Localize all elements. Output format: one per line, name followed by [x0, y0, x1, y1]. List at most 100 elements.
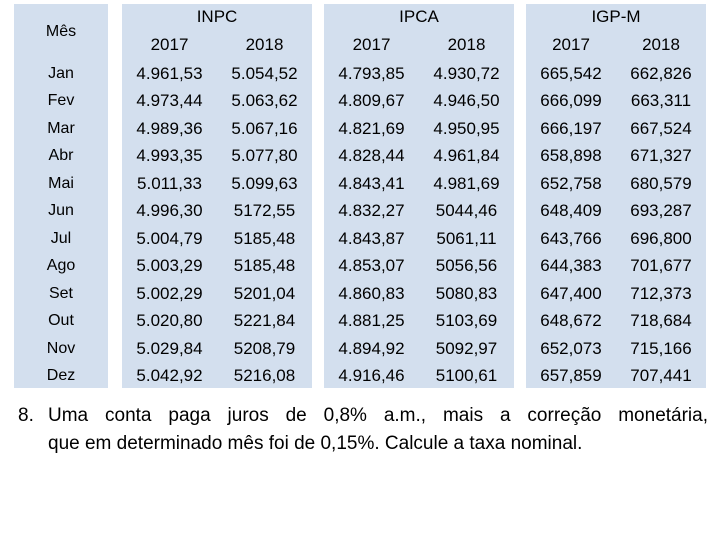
- value-cell: 4.961,84: [433, 146, 500, 166]
- value-row: 5.042,92 5216,08: [122, 363, 312, 391]
- value-row: 657,859 707,441: [526, 363, 706, 391]
- value-row: 5.004,79 5185,48: [122, 225, 312, 253]
- value-cell: 4.821,69: [338, 118, 405, 138]
- igpm-column-group: IGP-M 2017 2018 665,542 662,826 666,099 663,31…: [526, 4, 706, 388]
- value-row: 4.996,30 5172,55: [122, 198, 312, 226]
- value-cell: 5.004,79: [136, 228, 203, 248]
- year-header-row: 2017 2018: [324, 30, 514, 60]
- value-cell: 5.054,52: [231, 63, 298, 83]
- value-row: 4.843,87 5061,11: [324, 225, 514, 253]
- value-row: 5.002,29 5201,04: [122, 280, 312, 308]
- ipca-column-group: IPCA 2017 2018 4.793,85 4.930,72 4.809,67 4.94…: [324, 4, 514, 388]
- month-cell: Jan: [48, 64, 74, 82]
- value-cell: 5080,83: [435, 283, 498, 303]
- value-cell: 652,758: [540, 173, 602, 193]
- value-cell: 5201,04: [233, 283, 296, 303]
- month-row: Set: [14, 280, 108, 308]
- value-cell: 4.881,25: [338, 311, 405, 331]
- year-header-row: 2017 2018: [526, 30, 706, 60]
- value-cell: 4.832,27: [338, 201, 405, 221]
- value-cell: 693,287: [630, 201, 692, 221]
- value-cell: 648,409: [540, 201, 602, 221]
- month-row: Mai: [14, 170, 108, 198]
- value-cell: 5100,61: [435, 366, 498, 386]
- value-cell: 5221,84: [233, 311, 296, 331]
- value-cell: 4.843,87: [338, 228, 405, 248]
- value-cell: 5.099,63: [231, 173, 298, 193]
- value-cell: 4.946,50: [433, 91, 500, 111]
- value-cell: 5.002,29: [136, 283, 203, 303]
- value-cell: 4.989,36: [136, 118, 203, 138]
- value-cell: 4.996,30: [136, 201, 203, 221]
- value-cell: 5.063,62: [231, 91, 298, 111]
- value-cell: 5185,48: [233, 256, 296, 276]
- value-cell: 5.077,80: [231, 146, 298, 166]
- month-header: Mês: [45, 23, 77, 40]
- inpc-column-group: INPC 2017 2018 4.961,53 5.054,52 4.973,44 5.06…: [122, 4, 312, 388]
- value-cell: 4.961,53: [136, 63, 203, 83]
- month-cell: Nov: [46, 339, 76, 357]
- value-row: 643,766 696,800: [526, 225, 706, 253]
- value-row: 666,099 663,311: [526, 88, 706, 116]
- year-header: 2018: [447, 35, 486, 54]
- value-cell: 4.916,46: [338, 366, 405, 386]
- value-cell: 5092,97: [435, 338, 498, 358]
- value-cell: 4.930,72: [433, 63, 500, 83]
- value-cell: 718,684: [630, 311, 692, 331]
- value-row: 647,400 712,373: [526, 280, 706, 308]
- value-cell: 701,677: [630, 256, 692, 276]
- value-cell: 5103,69: [435, 311, 498, 331]
- value-cell: 658,898: [540, 146, 602, 166]
- question-line-1: Uma conta paga juros de 0,8% a.m., mais …: [48, 405, 708, 426]
- value-cell: 662,826: [630, 63, 692, 83]
- value-cell: 666,197: [540, 118, 602, 138]
- value-cell: 5.067,16: [231, 118, 298, 138]
- value-cell: 657,859: [540, 366, 602, 386]
- year-header: 2017: [150, 35, 189, 54]
- value-cell: 5.042,92: [136, 366, 203, 386]
- month-cell: Set: [48, 284, 73, 302]
- value-cell: 5056,56: [435, 256, 498, 276]
- value-row: 4.793,85 4.930,72: [324, 60, 514, 88]
- value-cell: 644,383: [540, 256, 602, 276]
- value-row: 5.003,29 5185,48: [122, 253, 312, 281]
- year-header-row: 2017 2018: [122, 30, 312, 60]
- month-cell: Jul: [50, 229, 72, 247]
- index-name: IPCA: [399, 7, 439, 26]
- month-cell: Dez: [46, 367, 76, 385]
- value-cell: 680,579: [630, 173, 692, 193]
- question-line-2: que em determinado mês foi de 0,15%. Cal…: [48, 433, 583, 454]
- value-cell: 4.828,44: [338, 146, 405, 166]
- value-row: 648,409 693,287: [526, 198, 706, 226]
- value-row: 652,073 715,166: [526, 335, 706, 363]
- value-rows: 4.793,85 4.930,72 4.809,67 4.946,50 4.821,69…: [324, 60, 514, 390]
- value-cell: 666,099: [540, 91, 602, 111]
- value-cell: 696,800: [630, 228, 692, 248]
- month-row: Out: [14, 308, 108, 336]
- value-cell: 4.950,95: [433, 118, 500, 138]
- month-cell: Mar: [47, 119, 75, 137]
- month-row: Jan: [14, 60, 108, 88]
- month-row: Ago: [14, 253, 108, 281]
- value-row: 652,758 680,579: [526, 170, 706, 198]
- value-cell: 5.011,33: [137, 173, 202, 193]
- value-cell: 665,542: [540, 63, 602, 83]
- value-cell: 671,327: [630, 146, 692, 166]
- value-cell: 5185,48: [233, 228, 296, 248]
- value-rows: 665,542 662,826 666,099 663,311 666,197 667,5…: [526, 60, 706, 390]
- value-cell: 5044,46: [435, 201, 498, 221]
- value-rows: 4.961,53 5.054,52 4.973,44 5.063,62 4.989,36…: [122, 60, 312, 390]
- value-cell: 5061,11: [436, 228, 497, 248]
- value-row: 4.973,44 5.063,62: [122, 88, 312, 116]
- value-row: 644,383 701,677: [526, 253, 706, 281]
- value-cell: 663,311: [630, 91, 692, 111]
- value-row: 4.809,67 4.946,50: [324, 88, 514, 116]
- value-cell: 4.981,69: [433, 173, 500, 193]
- value-row: 4.989,36 5.067,16: [122, 115, 312, 143]
- value-cell: 5.020,80: [136, 311, 203, 331]
- value-cell: 648,672: [540, 311, 602, 331]
- value-row: 4.843,41 4.981,69: [324, 170, 514, 198]
- value-row: 4.894,92 5092,97: [324, 335, 514, 363]
- value-row: 5.029,84 5208,79: [122, 335, 312, 363]
- month-row: Nov: [14, 335, 108, 363]
